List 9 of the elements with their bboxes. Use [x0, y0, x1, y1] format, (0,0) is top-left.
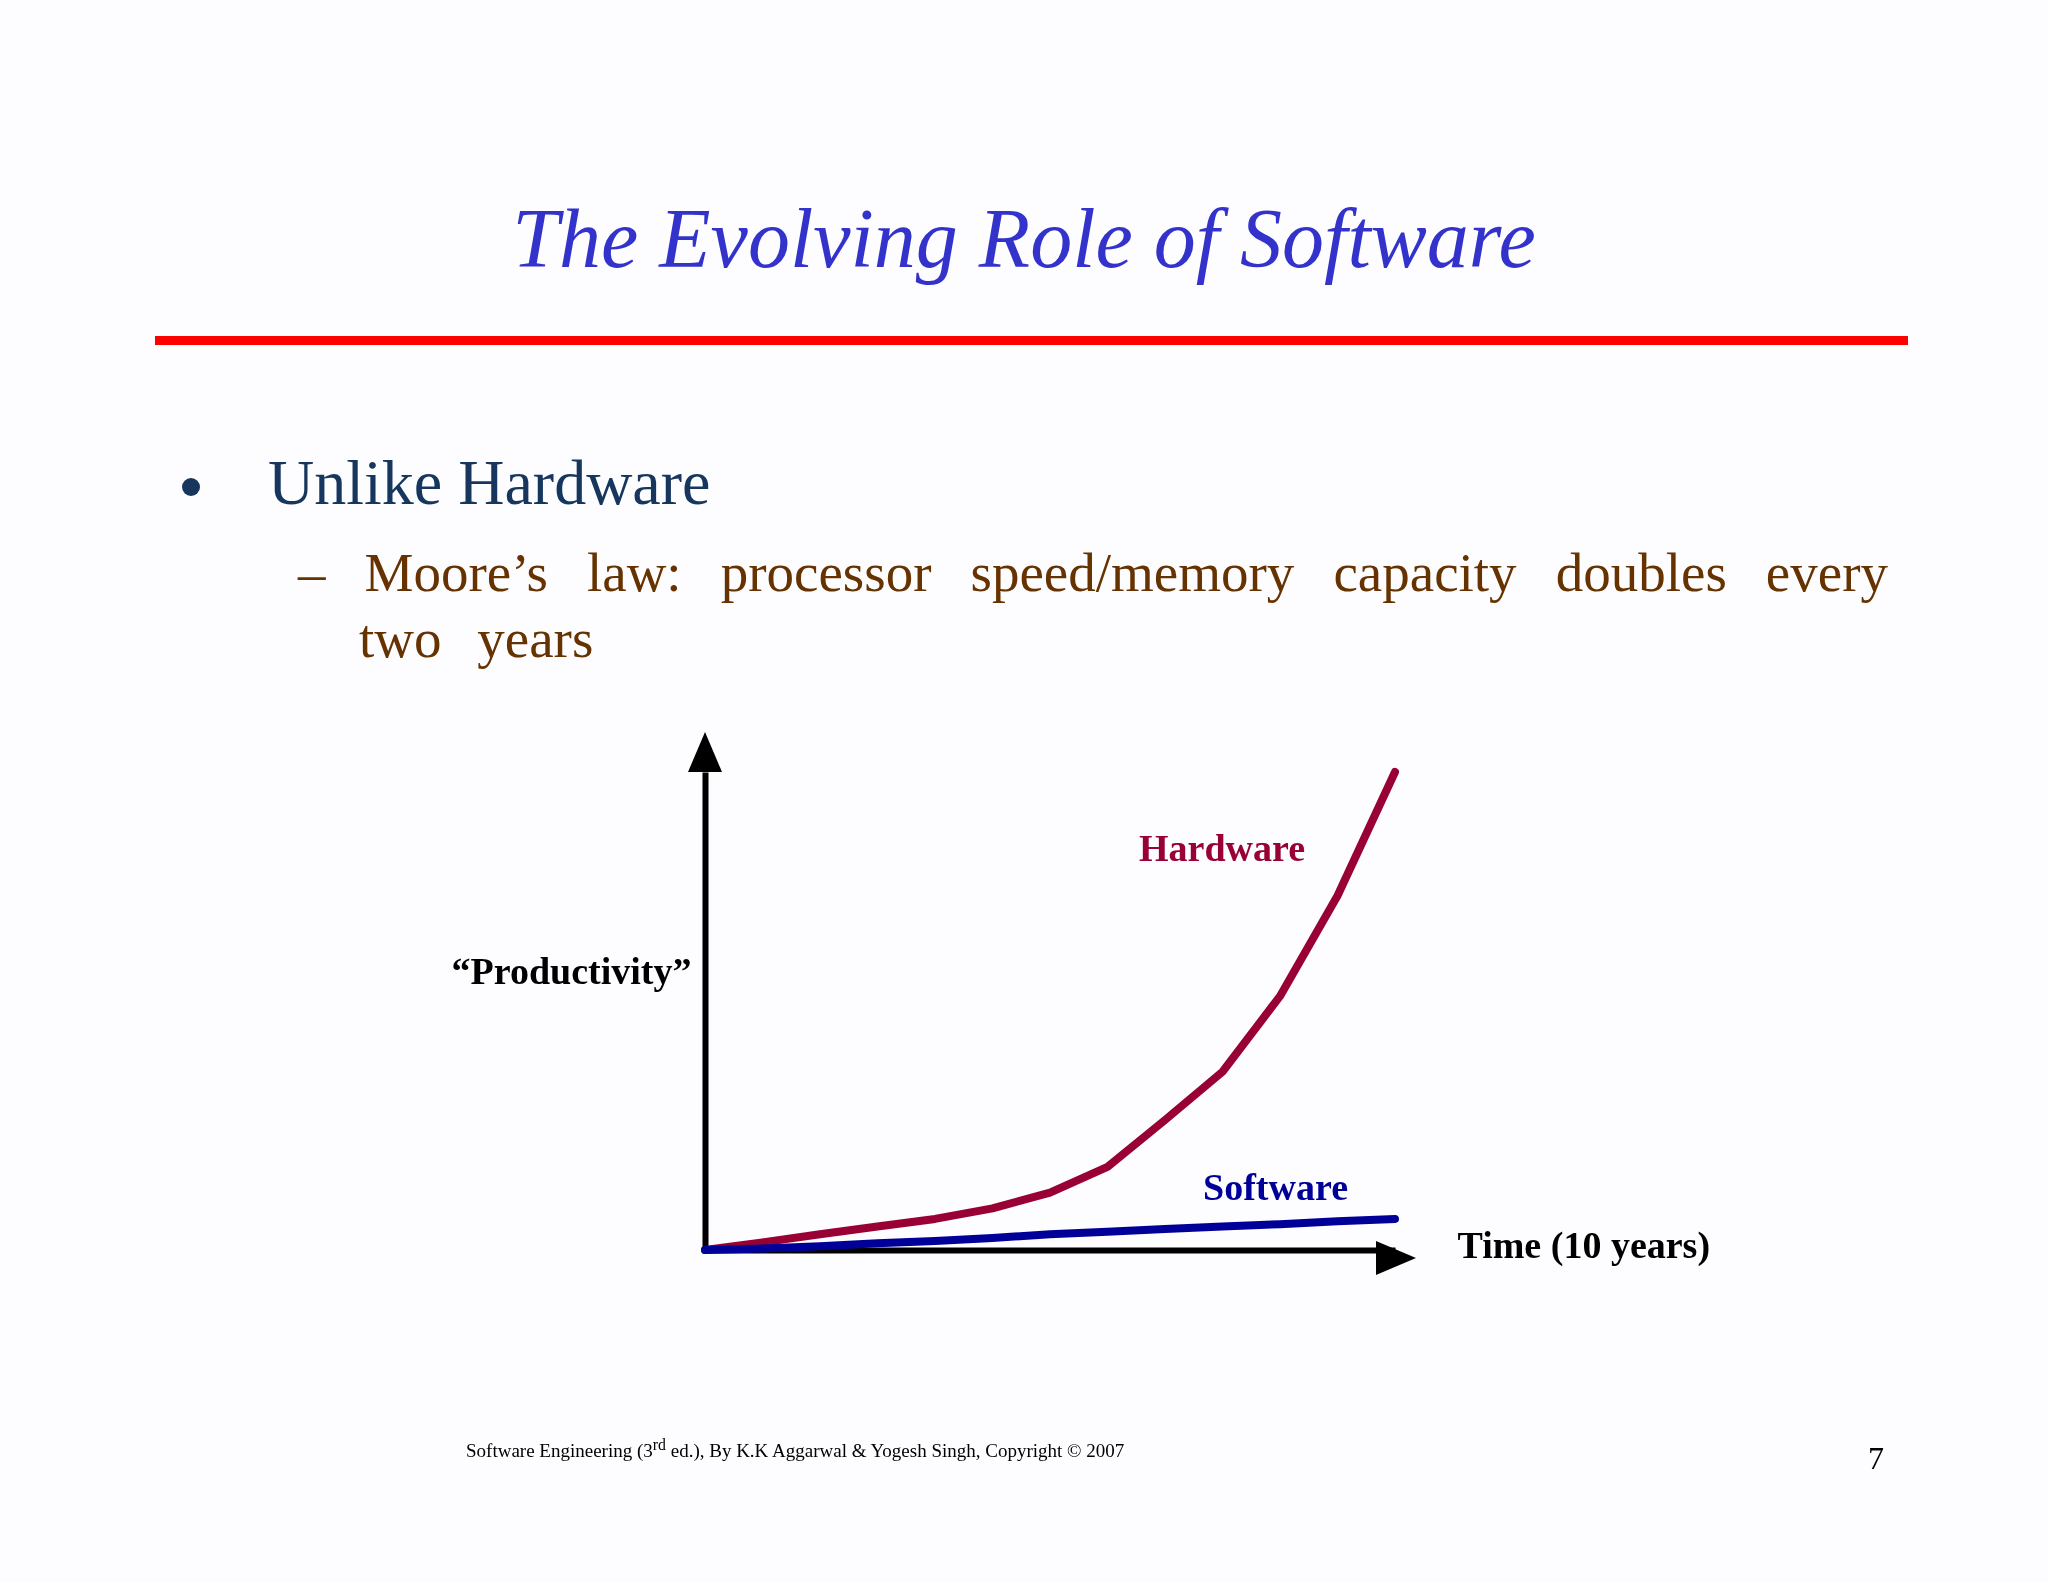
series-label: Hardware: [1138, 827, 1305, 869]
series-label: Software: [1203, 1165, 1348, 1208]
text: Software Engineering (3$^{rd}$ ed.), By K.K Aggarwal & Yogesh Singh, Copyright © 2007: [466, 1436, 1125, 1463]
chart-title: The Evolving Role of Software: [511, 191, 1537, 287]
text: – Moore’s law: processor speed/memory capacity doubles every two years: [298, 541, 1888, 671]
text: Unlike Hardware: [268, 447, 711, 519]
x-axis-title: Time (10 years): [1457, 1223, 1711, 1267]
y-axis-title: “Productivity”: [451, 949, 692, 992]
text: 7: [1868, 1440, 1884, 1477]
